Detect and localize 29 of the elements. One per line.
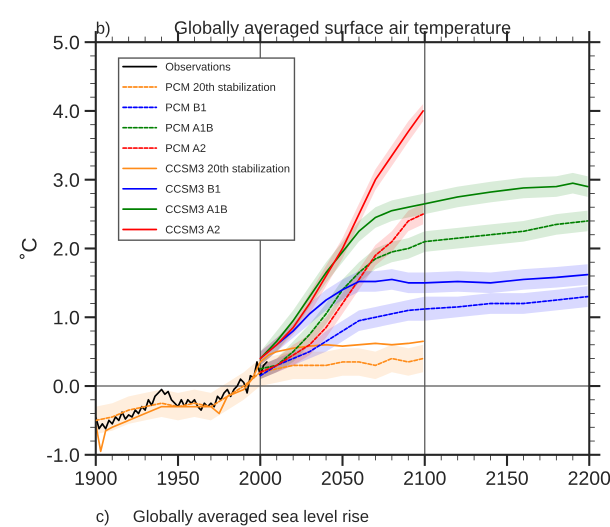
legend-label: CCSM3 20th stabilization xyxy=(166,164,290,172)
text: c) Globally averaged sea level rise xyxy=(96,510,368,526)
legend-label: PCM A1B xyxy=(166,124,213,132)
x-tick-label: 1900 xyxy=(76,471,117,486)
line-series xyxy=(96,361,268,430)
y-tick-label: 4.0 xyxy=(53,104,80,118)
y-tick-label: 2.0 xyxy=(54,242,80,256)
y-tick-label: 5.0 xyxy=(54,36,80,50)
legend-label: PCM A2 xyxy=(166,144,206,152)
x-tick-label: 1950 xyxy=(158,471,199,486)
y-axis-title: ˚C xyxy=(20,238,37,259)
y-tick-label: 3.0 xyxy=(54,173,80,187)
x-tick-label: 2100 xyxy=(404,471,446,486)
legend-label: Observations xyxy=(166,62,230,71)
legend-label: CCSM3 B1 xyxy=(166,184,220,193)
x-tick-label: 2150 xyxy=(486,471,528,486)
y-tick-label: -1.0 xyxy=(47,448,80,462)
y-tick-label: 0.0 xyxy=(54,379,80,394)
x-tick-label: 2200 xyxy=(568,471,610,486)
legend-label: CCSM3 A1B xyxy=(166,205,228,214)
text: b) xyxy=(96,22,110,38)
line-series xyxy=(96,340,424,452)
x-tick-label: 2000 xyxy=(240,471,282,486)
x-tick-label: 2050 xyxy=(322,471,364,486)
y-tick-label: 1.0 xyxy=(54,310,80,324)
legend-label: PCM 20th stabilization xyxy=(166,82,276,91)
chart-title: Globally averaged surface air temperature xyxy=(174,20,510,38)
legend-label: PCM B1 xyxy=(166,103,206,112)
legend-label: CCSM3 A2 xyxy=(166,226,220,234)
